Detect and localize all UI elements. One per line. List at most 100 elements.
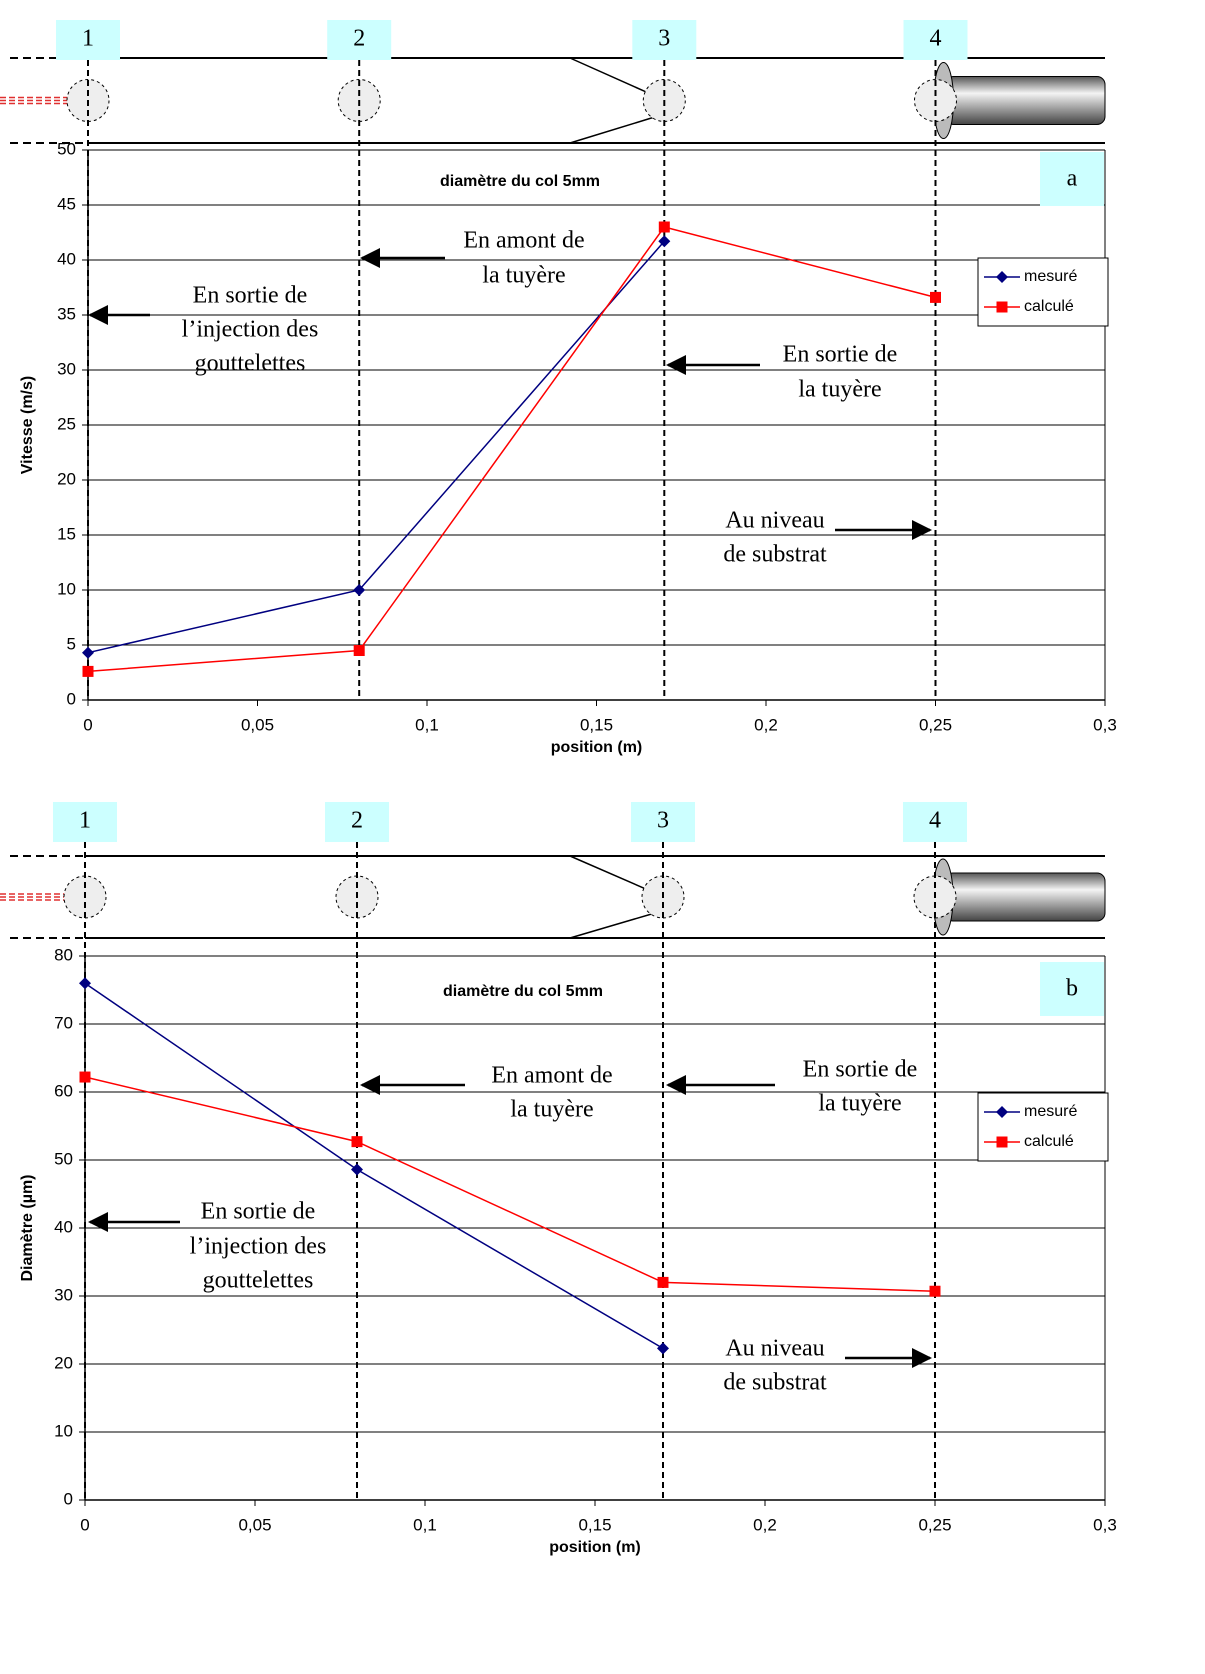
- panel-label: a: [1067, 166, 1078, 192]
- legend-label: mesuré: [1024, 268, 1077, 285]
- panel-box: [1040, 152, 1104, 206]
- station-label: 4: [929, 808, 941, 834]
- annotation: gouttelettes: [195, 351, 306, 377]
- x-tick-label: 0,2: [753, 1515, 777, 1534]
- point-marker: [657, 1342, 669, 1355]
- annotation: de substrat: [723, 1370, 827, 1396]
- station-label: 4: [930, 26, 942, 52]
- station-box: [632, 20, 697, 60]
- x-tick-label: 0,1: [413, 1515, 437, 1534]
- station-label: 1: [79, 808, 91, 834]
- y-tick-label: 20: [57, 469, 76, 488]
- series-line: [87, 240, 665, 654]
- y-tick-label: 30: [57, 359, 76, 378]
- annotation: En amont de: [491, 1063, 612, 1089]
- y-tick-label: 80: [54, 945, 73, 964]
- station-box: [56, 20, 120, 60]
- x-tick-label: 0,2: [754, 715, 778, 734]
- x-tick-label: 0,1: [415, 715, 439, 734]
- station-box: [631, 802, 695, 842]
- station-box: [903, 802, 967, 842]
- x-tick-label: 0: [83, 715, 92, 734]
- y-tick-label: 25: [57, 414, 76, 433]
- annotation: En amont de: [463, 228, 584, 254]
- x-tick-label: 0,25: [918, 1515, 951, 1534]
- station-label: 2: [351, 808, 363, 834]
- station-box: [53, 802, 117, 842]
- station-label: 3: [658, 26, 670, 52]
- x-axis-title: position (m): [551, 739, 643, 756]
- x-tick-label: 0,05: [238, 1515, 271, 1534]
- annotation: gouttelettes: [203, 1268, 314, 1294]
- annotation: la tuyère: [798, 377, 881, 403]
- annotation: En sortie de: [803, 1057, 918, 1083]
- x-axis-title: position (m): [549, 1539, 641, 1556]
- annotation: de substrat: [723, 542, 827, 568]
- y-tick-label: 45: [57, 194, 76, 213]
- panel-label: b: [1066, 976, 1078, 1002]
- x-tick-label: 0,15: [580, 715, 613, 734]
- legend-label: mesuré: [1024, 1103, 1077, 1120]
- y-tick-label: 0: [64, 1489, 73, 1508]
- series-line: [84, 982, 664, 1350]
- chart-title: diamètre du col 5mm: [443, 983, 603, 1000]
- annotation: En sortie de: [193, 283, 308, 309]
- y-tick-label: 30: [54, 1285, 73, 1304]
- point-marker: [930, 291, 941, 303]
- station-label: 2: [353, 26, 365, 52]
- y-tick-label: 5: [67, 634, 76, 653]
- nozzle: [569, 115, 657, 144]
- station-box: [327, 20, 392, 60]
- legend-label: calculé: [1024, 298, 1074, 315]
- panel-box: [1040, 962, 1104, 1016]
- station-box: [325, 802, 389, 842]
- substrate: [945, 76, 1106, 125]
- legend-box: [977, 257, 1109, 327]
- y-tick-label: 50: [54, 1149, 73, 1168]
- point-marker: [658, 235, 671, 248]
- annotation: la tuyère: [482, 263, 565, 289]
- x-tick-label: 0,15: [578, 1515, 611, 1534]
- legend-marker: [996, 1136, 1008, 1148]
- legend-label: calculé: [1024, 1133, 1074, 1150]
- y-tick-label: 35: [57, 304, 76, 323]
- x-tick-label: 0,25: [919, 715, 952, 734]
- point-marker: [82, 665, 94, 677]
- y-tick-label: 40: [57, 249, 76, 268]
- point-marker: [353, 584, 366, 596]
- nozzle: [569, 57, 657, 98]
- x-tick-label: 0: [80, 1515, 89, 1534]
- point-marker: [657, 1276, 669, 1288]
- annotation: Au niveau: [725, 1336, 824, 1362]
- x-tick-label: 0,3: [1093, 715, 1117, 734]
- point-marker: [79, 977, 91, 990]
- y-tick-label: 0: [67, 689, 76, 708]
- legend-marker: [996, 1106, 1008, 1118]
- annotation: En sortie de: [783, 342, 898, 368]
- point-marker: [929, 1285, 941, 1297]
- y-tick-label: 50: [57, 139, 76, 158]
- y-tick-label: 15: [57, 524, 76, 543]
- legend-marker: [996, 271, 1008, 283]
- nozzle: [569, 855, 656, 894]
- annotation: l’injection des: [190, 1234, 327, 1260]
- annotation: Au niveau: [725, 508, 824, 534]
- legend-marker: [996, 301, 1008, 313]
- substrate: [944, 872, 1106, 922]
- point-marker: [351, 1136, 363, 1148]
- x-tick-label: 0,05: [241, 715, 274, 734]
- annotation: la tuyère: [510, 1097, 593, 1123]
- y-tick-label: 60: [54, 1081, 73, 1100]
- x-tick-label: 0,3: [1093, 1515, 1117, 1534]
- legend-box: [977, 1092, 1109, 1162]
- series-line: [87, 226, 936, 673]
- nozzle: [569, 912, 656, 939]
- annotation: la tuyère: [818, 1091, 901, 1117]
- y-tick-label: 10: [57, 579, 76, 598]
- point-marker: [79, 1071, 91, 1083]
- point-marker: [82, 646, 94, 659]
- point-marker: [658, 221, 670, 233]
- chart-title: diamètre du col 5mm: [440, 173, 600, 190]
